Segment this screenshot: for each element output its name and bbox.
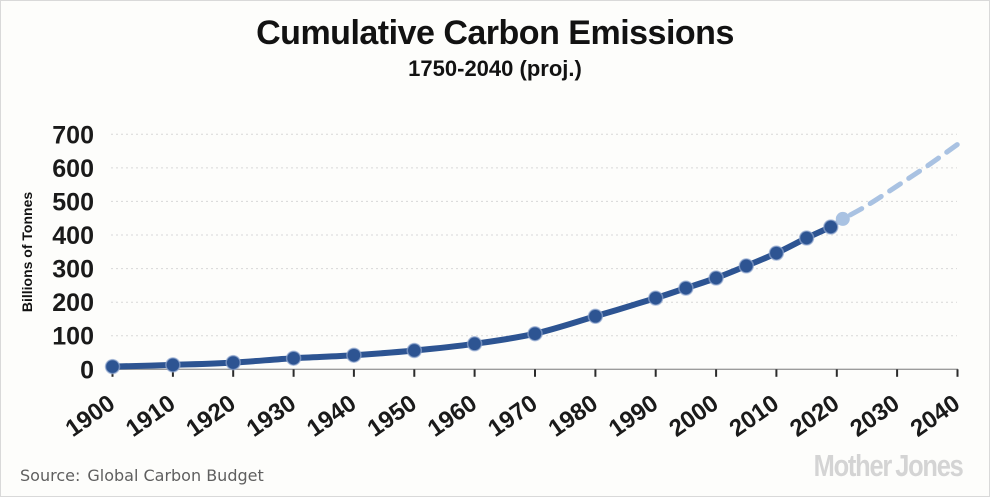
projected-start-point [835, 211, 850, 226]
x-tick-label-1930: 1930 [242, 390, 301, 443]
y-axis-title: Billions of Tonnes [19, 192, 35, 313]
x-tick-label-2030: 2030 [845, 390, 904, 443]
data-point-1970 [527, 325, 543, 342]
x-tick-label-1990: 1990 [604, 390, 663, 443]
x-tick-label-1940: 1940 [302, 390, 361, 443]
data-point-1910 [165, 357, 181, 373]
data-point-1950 [406, 342, 423, 359]
data-point-2019 [823, 219, 839, 235]
motherjones-logo: Mother Jones [814, 448, 964, 483]
y-tick-label-700: 700 [52, 121, 94, 149]
x-tick-label-1980: 1980 [544, 390, 603, 443]
data-point-1995 [678, 280, 694, 296]
projected-line [828, 141, 960, 230]
x-tick-label-1950: 1950 [363, 390, 422, 443]
x-tick-label-2000: 2000 [664, 390, 723, 443]
data-point-2000 [708, 270, 724, 286]
x-tick-label-2040: 2040 [906, 390, 965, 443]
x-tick-label-1910: 1910 [121, 390, 180, 443]
y-tick-label-300: 300 [52, 256, 94, 284]
data-point-1960 [466, 336, 483, 352]
chart-header: Cumulative Carbon Emissions 1750-2040 (p… [1, 14, 989, 82]
x-tick-label-2020: 2020 [785, 390, 844, 443]
data-point-2015 [798, 230, 815, 246]
source-value: Global Carbon Budget [87, 466, 264, 485]
data-point-1920 [225, 354, 241, 371]
x-tick-label-1920: 1920 [181, 390, 240, 443]
chart-subtitle: 1750-2040 (proj.) [408, 56, 582, 82]
y-tick-label-100: 100 [52, 323, 94, 351]
x-tick-label-1960: 1960 [423, 390, 482, 443]
source-credit: Source: Global Carbon Budget [20, 466, 264, 485]
data-point-1940 [346, 347, 362, 363]
source-label: Source: [20, 466, 81, 485]
x-tick-label-2010: 2010 [725, 390, 784, 443]
y-tick-label-200: 200 [52, 289, 94, 317]
historical-line [109, 224, 834, 370]
data-point-2005 [738, 258, 755, 274]
data-point-1930 [285, 350, 302, 366]
y-tick-label-0: 0 [80, 356, 94, 384]
data-point-1980 [587, 308, 604, 325]
y-tick-label-400: 400 [52, 222, 94, 250]
x-tick-label-1970: 1970 [483, 390, 542, 443]
y-tick-label-600: 600 [52, 155, 94, 183]
data-point-1900 [104, 358, 121, 375]
data-point-2010 [768, 245, 785, 261]
data-point-1990 [647, 290, 664, 306]
chart-title: Cumulative Carbon Emissions [256, 14, 734, 52]
y-tick-label-500: 500 [52, 188, 94, 216]
x-tick-label-1900: 1900 [61, 390, 120, 443]
